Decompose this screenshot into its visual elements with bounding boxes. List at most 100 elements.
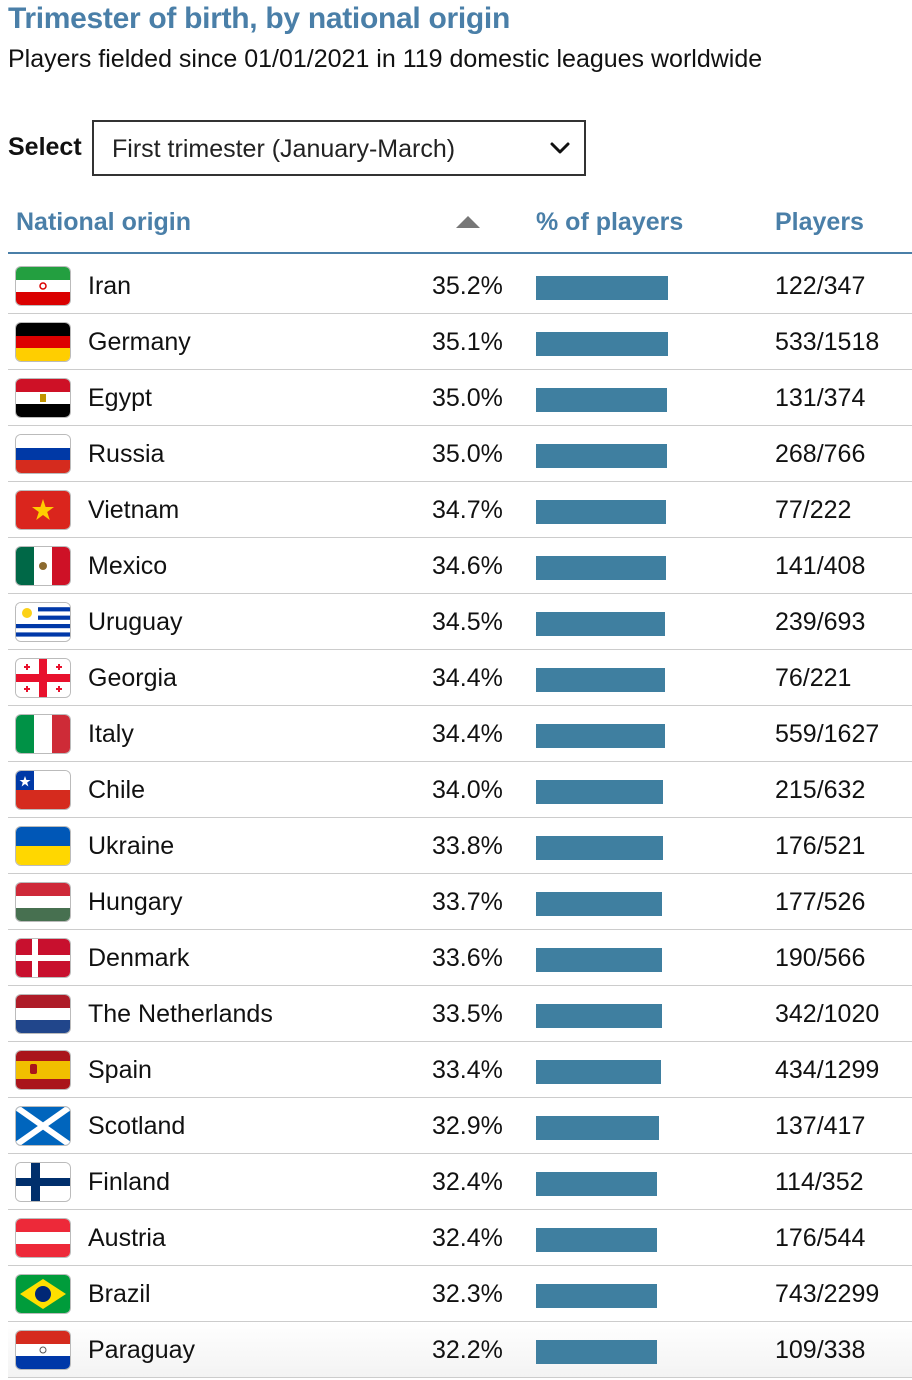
players-count: 215/632 xyxy=(775,776,866,804)
russia-flag xyxy=(16,435,70,473)
country-table: Iran 35.2% 122/347 Germany 35.1% 533/1518 Egyp… xyxy=(0,258,912,1378)
country-name: Mexico xyxy=(88,552,168,580)
trimester-select-value: First trimester (January-March) xyxy=(112,135,456,163)
country-name: Austria xyxy=(88,1224,166,1252)
table-row: Denmark 33.6% 190/566 xyxy=(8,930,912,986)
austria-flag xyxy=(16,1219,70,1257)
percent-bar xyxy=(536,556,666,580)
hungary-flag xyxy=(16,883,70,921)
percent-bar xyxy=(536,724,665,748)
percent-value: 34.0% xyxy=(432,776,503,804)
percent-value: 35.2% xyxy=(432,272,503,300)
ukraine-flag xyxy=(16,827,70,865)
netherlands-flag xyxy=(16,995,70,1033)
percent-value: 32.3% xyxy=(432,1280,503,1308)
country-name: Vietnam xyxy=(88,496,180,524)
table-row: Finland 32.4% 114/352 xyxy=(8,1154,912,1210)
country-name: Ukraine xyxy=(88,832,175,860)
players-count: 114/352 xyxy=(775,1168,864,1196)
table-row: Mexico 34.6% 141/408 xyxy=(8,538,912,594)
players-count: 533/1518 xyxy=(775,328,880,356)
players-count: 559/1627 xyxy=(775,720,880,748)
table-row: Georgia 34.4% 76/221 xyxy=(8,650,912,706)
country-name: Iran xyxy=(88,272,132,300)
percent-value: 34.7% xyxy=(432,496,503,524)
country-name: Paraguay xyxy=(88,1336,196,1364)
percent-value: 35.0% xyxy=(432,384,503,412)
players-count: 743/2299 xyxy=(775,1280,880,1308)
column-header-origin[interactable]: National origin xyxy=(16,208,191,236)
country-name: The Netherlands xyxy=(88,1000,273,1028)
germany-flag xyxy=(16,323,70,361)
trimester-select[interactable]: First trimester (January-March) xyxy=(92,120,586,176)
mexico-flag xyxy=(16,547,70,585)
percent-value: 32.9% xyxy=(432,1112,503,1140)
percent-bar xyxy=(536,612,665,636)
percent-value: 32.2% xyxy=(432,1336,503,1364)
select-label: Select xyxy=(8,133,82,161)
country-name: Spain xyxy=(88,1056,152,1084)
table-row: Iran 35.2% 122/347 xyxy=(8,258,912,314)
country-name: Scotland xyxy=(88,1112,186,1140)
table-row: Chile 34.0% 215/632 xyxy=(8,762,912,818)
country-name: Denmark xyxy=(88,944,190,972)
table-row: Ukraine 33.8% 176/521 xyxy=(8,818,912,874)
table-row: Hungary 33.7% 177/526 xyxy=(8,874,912,930)
percent-bar xyxy=(536,948,662,972)
players-count: 177/526 xyxy=(775,888,866,916)
players-count: 434/1299 xyxy=(775,1056,880,1084)
chevron-down-icon xyxy=(550,142,570,154)
players-count: 141/408 xyxy=(775,552,866,580)
percent-bar xyxy=(536,444,667,468)
percent-value: 35.0% xyxy=(432,440,503,468)
players-count: 342/1020 xyxy=(775,1000,880,1028)
percent-bar xyxy=(536,1228,657,1252)
players-count: 137/417 xyxy=(775,1112,866,1140)
column-header-players[interactable]: Players xyxy=(775,208,864,236)
vietnam-flag xyxy=(16,491,70,529)
players-count: 122/347 xyxy=(775,272,866,300)
table-row: Russia 35.0% 268/766 xyxy=(8,426,912,482)
country-name: Russia xyxy=(88,440,165,468)
players-count: 131/374 xyxy=(775,384,866,412)
percent-bar xyxy=(536,836,663,860)
country-name: Brazil xyxy=(88,1280,151,1308)
table-row: Egypt 35.0% 131/374 xyxy=(8,370,912,426)
percent-value: 32.4% xyxy=(432,1168,503,1196)
players-count: 268/766 xyxy=(775,440,866,468)
table-row: Scotland 32.9% 137/417 xyxy=(8,1098,912,1154)
country-name: Egypt xyxy=(88,384,152,412)
page-subtitle: Players fielded since 01/01/2021 in 119 … xyxy=(8,45,763,73)
percent-value: 33.6% xyxy=(432,944,503,972)
country-name: Chile xyxy=(88,776,145,804)
table-row: Brazil 32.3% 743/2299 xyxy=(8,1266,912,1322)
denmark-flag xyxy=(16,939,70,977)
chile-flag xyxy=(16,771,70,809)
percent-bar xyxy=(536,892,662,916)
table-row: The Netherlands 33.5% 342/1020 xyxy=(8,986,912,1042)
percent-value: 32.4% xyxy=(432,1224,503,1252)
table-row: Spain 33.4% 434/1299 xyxy=(8,1042,912,1098)
column-header-percent[interactable]: % of players xyxy=(536,208,684,236)
table-row: Vietnam 34.7% 77/222 xyxy=(8,482,912,538)
percent-bar xyxy=(536,1004,662,1028)
percent-bar xyxy=(536,780,663,804)
percent-bar xyxy=(536,1284,657,1308)
sort-ascending-icon[interactable] xyxy=(456,216,480,228)
percent-value: 33.4% xyxy=(432,1056,503,1084)
table-row: Italy 34.4% 559/1627 xyxy=(8,706,912,762)
egypt-flag xyxy=(16,379,70,417)
players-count: 176/544 xyxy=(775,1224,866,1252)
percent-bar xyxy=(536,1060,661,1084)
players-count: 190/566 xyxy=(775,944,866,972)
players-count: 176/521 xyxy=(775,832,866,860)
percent-bar xyxy=(536,1172,657,1196)
players-count: 109/338 xyxy=(775,1336,866,1364)
country-name: Uruguay xyxy=(88,608,183,636)
finland-flag xyxy=(16,1163,70,1201)
brazil-flag xyxy=(16,1275,70,1313)
iran-flag xyxy=(16,267,70,305)
percent-value: 33.7% xyxy=(432,888,503,916)
table-row: Uruguay 34.5% 239/693 xyxy=(8,594,912,650)
percent-bar xyxy=(536,388,667,412)
